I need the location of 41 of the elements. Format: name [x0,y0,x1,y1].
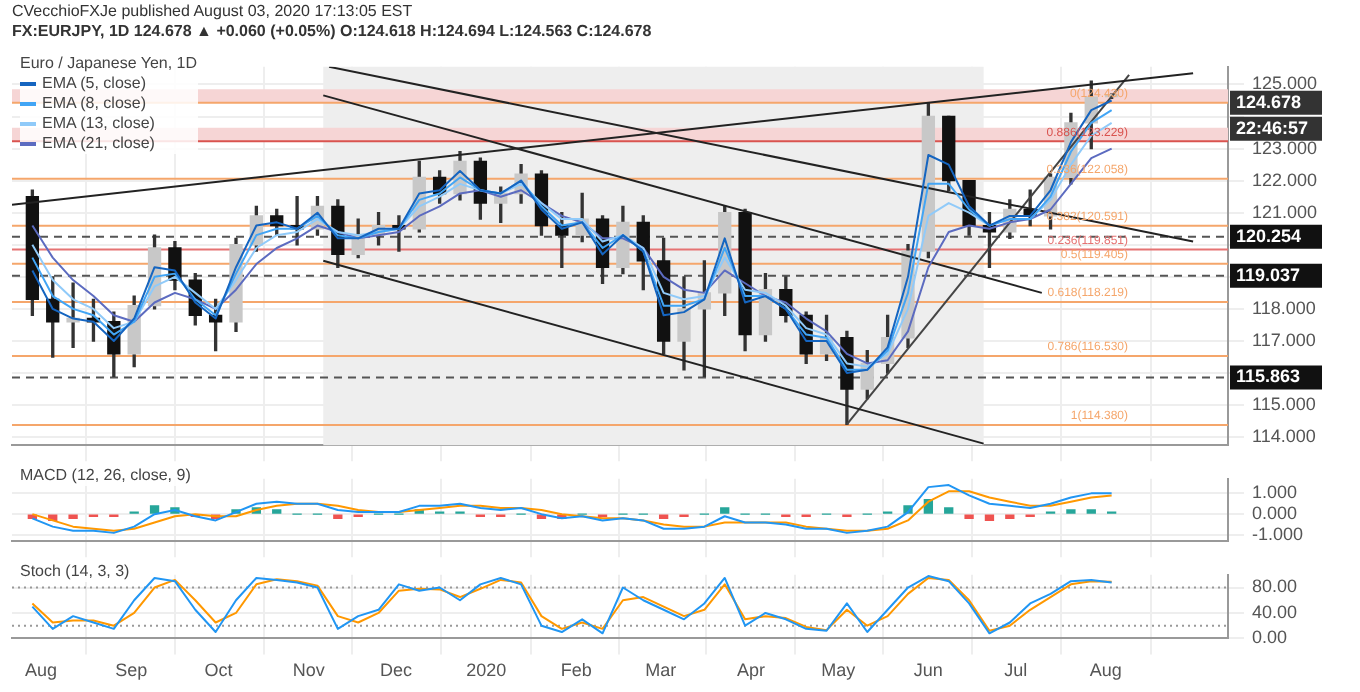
x-tick-label: Jun [913,660,943,681]
x-tick-label: Jul [1004,660,1028,681]
text: CVecchioFXJe published August 03, 2020 17:13:05 EST [12,2,415,22]
ref-line-label: 120.254 [1236,225,1302,246]
y-tick-label: -1.000 [1252,523,1304,544]
text: 124.678 [1236,91,1302,112]
x-tick-label: Sep [115,660,148,681]
chart-title: Euro / Japanese Yen, 1D [20,54,198,74]
y-tick-label: 125.000 [1252,73,1318,94]
chart-subtitle: FX:EURJPY, 1D 124.678 ▲ +0.060 (+0.05%) O:124.618 H:124.694 L:124.563 C:124.678 [12,22,652,42]
x-tick-label: Aug [1089,660,1122,681]
legend-label: EMA (13, close) [42,114,155,134]
y-tick-label: 0.00 [1252,627,1288,648]
x-tick-label: Dec [379,660,413,681]
y-tick-label: 121.000 [1252,201,1318,222]
legend-label: EMA (8, close) [42,94,147,114]
x-tick-label: Aug [25,660,58,681]
ref-line-label: 119.037 [1236,264,1301,285]
y-tick-label: 115.000 [1252,394,1316,415]
text: 22:46:57 [1236,117,1309,138]
y-tick-label: 117.000 [1252,329,1316,350]
legend-label: EMA (21, close) [42,134,155,154]
legend-label: EMA (5, close) [42,74,147,94]
y-tick-label: 114.000 [1252,426,1316,447]
y-tick-label: 0.000 [1252,503,1298,524]
y-tick-label: 40.00 [1252,601,1298,622]
chart-title: Stoch (14, 3, 3) [20,562,130,582]
y-tick-label: 1.000 [1252,482,1298,503]
chart-title: MACD (12, 26, close, 9) [20,466,191,486]
y-tick-label: 122.000 [1252,169,1318,190]
y-tick-label: 80.00 [1252,576,1298,597]
y-tick-label: 123.000 [1252,137,1318,158]
x-tick-label: Nov [292,660,326,681]
x-tick-label: Mar [645,660,677,681]
x-tick-label: Oct [204,660,234,681]
ref-line-label: 115.863 [1236,366,1301,387]
x-tick-label: May [821,660,857,681]
y-tick-label: 118.000 [1252,297,1316,318]
x-tick-label: Feb [560,660,592,681]
x-tick-label: 2020 [466,660,507,681]
x-tick-label: Apr [736,660,765,681]
